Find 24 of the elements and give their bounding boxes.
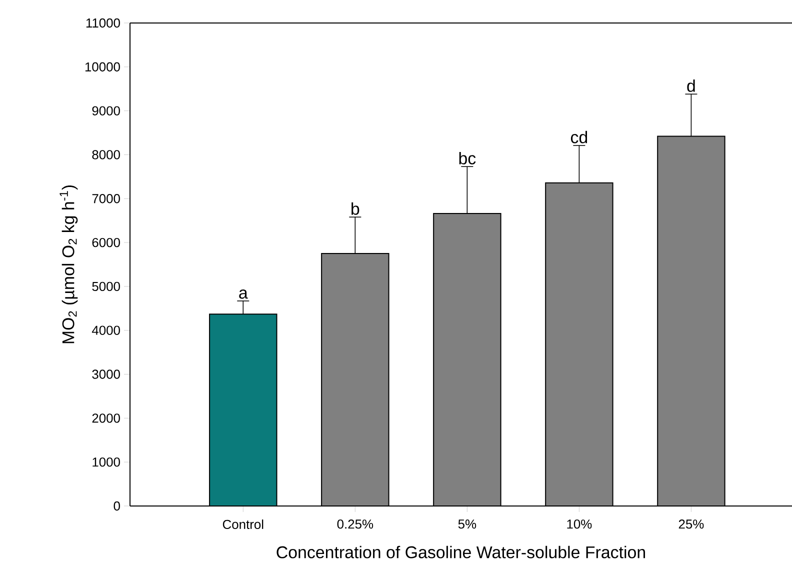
y-tick-label: 3000 [92, 370, 120, 379]
y-tick-label: 9000 [92, 106, 120, 116]
y-tick-label: 11000 [86, 18, 120, 28]
y-tick-label: 10000 [85, 62, 120, 72]
y-tick-label: 6000 [92, 238, 120, 248]
x-tick-label: 0.25% [337, 520, 374, 529]
y-tick-label: 1000 [92, 457, 120, 467]
x-tick-label: Control [222, 520, 264, 530]
x-tick-label: 10% [567, 520, 592, 529]
y-tick-label: 8000 [92, 150, 120, 160]
annotation: b [352, 202, 360, 215]
y-tick-label: 5000 [92, 282, 120, 292]
y-tick-label: 4000 [92, 326, 120, 335]
annotation: cd [570, 130, 588, 144]
y-tick-label: 2000 [92, 414, 120, 423]
x-tick-label: 5% [458, 520, 476, 529]
annotation: a [239, 289, 248, 299]
x-axis-title: Concentration of Gasoline Water-soluble Fraction [276, 546, 645, 558]
annotation: bc [459, 152, 476, 164]
x-tick-label: 25% [678, 520, 704, 529]
y-axis-title: MO$_{2}$ (µmol O$_{2}$ kg h$^{-1}$) [60, 185, 78, 344]
annotation: d [687, 79, 695, 92]
y-tick-label: 7000 [92, 194, 120, 204]
y-tick-label: 0 [114, 501, 120, 511]
